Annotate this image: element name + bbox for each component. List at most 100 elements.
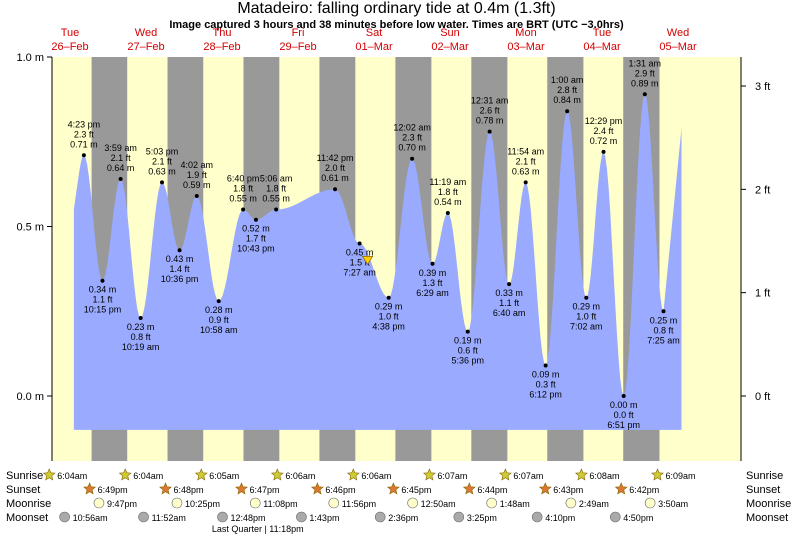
tide-dot — [241, 207, 246, 212]
tide-dot — [465, 329, 470, 334]
tide-dot — [100, 278, 105, 283]
sunrise-row-label-right: Sunrise — [746, 470, 783, 482]
moonset-event: 11:52am — [138, 511, 186, 523]
sun-icon — [462, 482, 476, 495]
tide-label: 2.4 ft — [594, 126, 615, 136]
tide-label: 7:02 am — [570, 322, 603, 332]
sun-icon — [42, 468, 56, 481]
day-name: Tue — [61, 27, 80, 39]
high-tide-point: 11:42 pm2.0 ft0.61 m — [317, 153, 353, 192]
tide-label: 0.28 m — [205, 305, 233, 315]
left-tick-label: 1.0 m — [16, 52, 44, 64]
low-tide-point: 0.29 m1.0 ft7:02 am — [570, 295, 603, 332]
sunset-event: 6:46pm — [310, 482, 355, 495]
tide-dot — [194, 193, 199, 198]
moonrise-icon — [565, 497, 577, 509]
tide-label: 2.1 ft — [152, 156, 173, 166]
sun-icon — [498, 468, 512, 481]
tide-dot — [642, 92, 647, 97]
tide-label: 1:00 am — [551, 75, 584, 85]
tide-label: 1.4 ft — [170, 264, 191, 274]
high-tide-point: 12:02 am2.3 ft0.70 m — [393, 123, 431, 161]
moonset-time: 2:36pm — [388, 513, 418, 523]
tide-dot — [507, 282, 512, 287]
tide-dot — [487, 129, 492, 134]
day-date: 29–Feb — [279, 41, 316, 53]
moonrise-event: 12:50am — [407, 497, 456, 509]
tide-dot — [159, 180, 164, 185]
sunrise-time: 6:04am — [133, 471, 163, 481]
tide-label: 0.6 ft — [458, 346, 479, 356]
day-date: 04–Mar — [583, 41, 621, 53]
day-name: Sat — [366, 27, 383, 39]
low-tide-point: 0.00 m0.0 ft6:51 pm — [607, 394, 640, 430]
moonrise-time: 3:50am — [658, 499, 688, 509]
tide-label: 2.8 ft — [557, 85, 578, 95]
sunrise-time: 6:08am — [589, 471, 619, 481]
day-date: 05–Mar — [659, 41, 697, 53]
day-name: Thu — [213, 27, 232, 39]
tide-dot — [81, 153, 86, 158]
tide-dot — [253, 217, 258, 222]
sunrise-time: 6:06am — [361, 471, 391, 481]
low-tide-point: 0.09 m0.3 ft6:12 pm — [529, 363, 562, 399]
sunrise-event: 6:08am — [574, 468, 619, 481]
high-tide-point: 1:31 am2.9 ft0.89 m — [629, 58, 662, 97]
moonset-event: 1:43pm — [296, 511, 339, 523]
moonrise-time: 10:25pm — [185, 499, 220, 509]
sun-icon — [235, 482, 248, 495]
tide-label: 4:38 pm — [372, 322, 405, 332]
tide-label: 0.23 m — [127, 322, 155, 332]
moonrise-event: 1:48am — [486, 497, 530, 509]
moonrise-time: 11:08pm — [263, 499, 297, 509]
high-tide-point: 11:54 am2.1 ft0.63 m — [507, 146, 544, 185]
moonset-icon — [59, 511, 70, 523]
tide-label: 0.89 m — [631, 78, 659, 88]
moonrise-time: 12:50am — [421, 499, 456, 509]
tide-dot — [386, 295, 391, 300]
moonset-icon — [610, 511, 621, 523]
low-tide-point: 0.45 m1.5 ft7:27 am — [343, 241, 376, 277]
tide-label: 6:40 am — [493, 308, 526, 318]
tide-dot — [601, 149, 606, 154]
moonset-row-label-right: Moonset — [746, 512, 788, 524]
tide-label: 0.3 ft — [536, 379, 557, 389]
moonrise-time: 9:47pm — [107, 499, 137, 509]
tide-label: 2.3 ft — [74, 129, 95, 139]
tide-label: 10:19 am — [122, 342, 160, 352]
sun-icon — [574, 468, 588, 481]
tide-label: 6:29 am — [416, 288, 449, 298]
tide-label: 2.3 ft — [402, 133, 423, 143]
tide-label: 5:36 pm — [451, 356, 484, 366]
tide-dot — [177, 248, 182, 253]
tide-label: 1.8 ft — [233, 184, 254, 194]
sunset-time: 6:46pm — [325, 485, 355, 495]
tide-label: 1.0 ft — [379, 312, 400, 322]
tide-label: 1:31 am — [629, 58, 662, 68]
tide-label: 10:15 pm — [84, 305, 122, 315]
high-tide-point: 11:19 am1.8 ft0.54 m — [429, 177, 466, 215]
tide-label: 1.8 ft — [266, 184, 287, 194]
tide-label: 6:51 pm — [607, 420, 640, 430]
day-date: 27–Feb — [127, 41, 164, 53]
tide-label: 0.19 m — [454, 336, 482, 346]
tide-area — [73, 94, 682, 430]
sunset-time: 6:45pm — [401, 485, 431, 495]
tide-label: 0.8 ft — [131, 332, 152, 342]
sunset-time: 6:48pm — [174, 485, 204, 495]
sunset-event: 6:43pm — [538, 482, 583, 495]
sunrise-event: 6:07am — [422, 468, 467, 481]
tide-label: 0.55 m — [262, 194, 290, 204]
moonrise-event: 11:08pm — [249, 497, 298, 509]
high-tide-point: 12:29 pm2.4 ft0.72 m — [585, 116, 623, 154]
moonrise-event: 3:50am — [644, 497, 688, 509]
tide-label: 1.7 ft — [246, 234, 267, 244]
tide-label: 0.09 m — [532, 369, 560, 379]
tide-label: 12:29 pm — [585, 116, 623, 126]
tide-label: 0.64 m — [107, 163, 135, 173]
